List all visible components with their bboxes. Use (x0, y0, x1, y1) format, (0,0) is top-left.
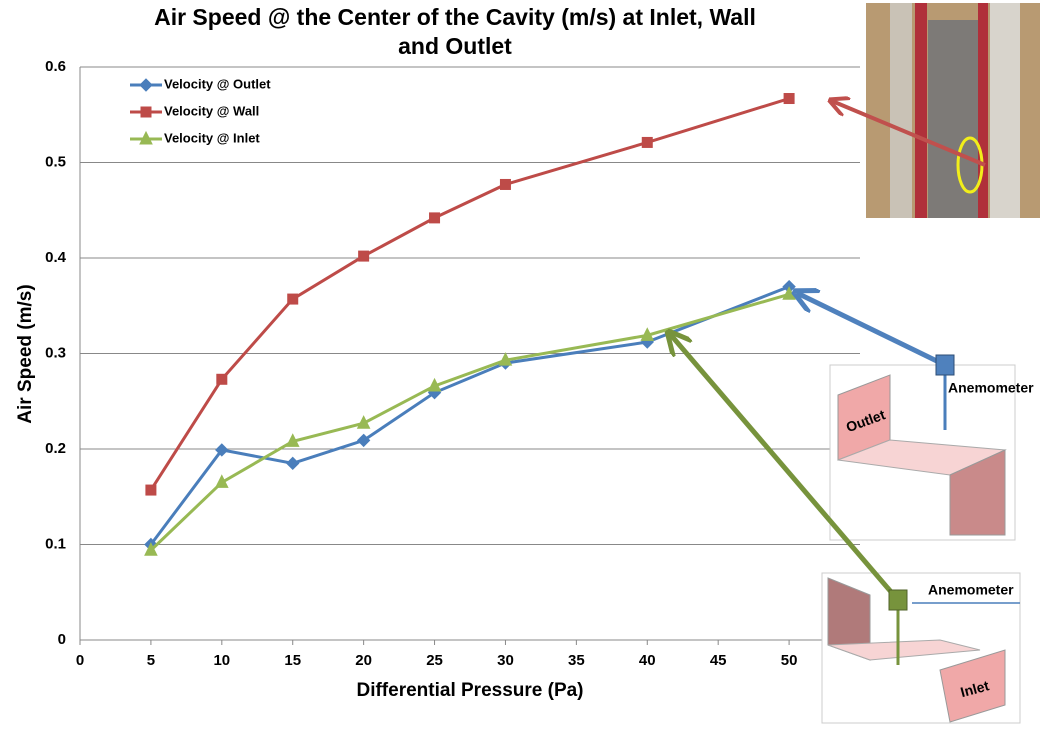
photo-frame (990, 3, 1020, 218)
photo-inset (866, 3, 1040, 218)
chart-title: Air Speed @ the Center of the Cavity (m/… (154, 4, 756, 30)
marker (783, 93, 795, 105)
marker (427, 377, 442, 392)
callout-arrow (832, 101, 986, 167)
y-axis-label: Air Speed (m/s) (15, 284, 36, 423)
sensor-icon (935, 354, 955, 376)
y-tick-label: 0.4 (45, 249, 67, 266)
marker (144, 542, 158, 556)
y-tick-label: 0.2 (45, 440, 66, 457)
x-tick-label: 0 (76, 652, 84, 669)
marker (358, 250, 370, 262)
y-tick-label: 0.1 (45, 535, 66, 552)
marker (286, 456, 300, 471)
diagram-label: Anemometer (928, 582, 1014, 598)
photo-strip (978, 3, 988, 218)
callout-arrow (670, 334, 900, 602)
marker (499, 178, 511, 190)
x-tick-label: 5 (147, 652, 155, 669)
diagram-floor (827, 639, 981, 661)
marker (216, 373, 228, 385)
photo-frame (890, 3, 912, 218)
x-tick-label: 50 (781, 652, 798, 669)
diagram-label: Inlet (959, 677, 991, 700)
x-tick-label: 10 (213, 652, 230, 669)
legend-marker (139, 78, 153, 92)
legend-label: Velocity @ Wall (164, 103, 259, 118)
y-tick-label: 0.6 (45, 58, 66, 75)
legend-marker (140, 106, 152, 118)
photo-strip (915, 3, 927, 218)
x-tick-label: 25 (426, 652, 443, 669)
diagram-wall (939, 649, 1006, 723)
marker (215, 474, 229, 488)
marker (429, 212, 441, 224)
series-line (149, 97, 790, 491)
outlet-diagram: Outlet (829, 364, 1016, 541)
marker (641, 136, 653, 148)
x-tick-label: 35 (568, 652, 585, 669)
marker (215, 443, 229, 457)
inlet-diagram: Inlet (821, 572, 1021, 724)
x-tick-label: 20 (355, 652, 372, 669)
x-tick-label: 40 (639, 652, 656, 669)
y-tick-label: 0.3 (45, 344, 66, 361)
marker (356, 415, 371, 429)
diagram-label: Anemometer (948, 380, 1034, 396)
legend-label: Velocity @ Inlet (164, 130, 260, 145)
marker (356, 433, 371, 448)
marker (145, 484, 157, 496)
legend-marker (139, 130, 153, 145)
chart-title: and Outlet (398, 33, 512, 59)
legend-label: Velocity @ Outlet (164, 76, 271, 91)
sensor-icon (888, 589, 908, 611)
x-axis-label: Differential Pressure (Pa) (356, 680, 583, 701)
marker (640, 327, 655, 341)
marker (285, 433, 300, 447)
x-tick-label: 30 (497, 652, 514, 669)
series-line (149, 292, 790, 552)
y-tick-label: 0.5 (45, 153, 66, 170)
callout-arrow (797, 293, 947, 368)
series-line (149, 285, 790, 546)
y-tick-label: 0 (58, 631, 66, 648)
marker (498, 352, 513, 366)
photo-mesh (928, 20, 978, 218)
x-tick-label: 45 (710, 652, 727, 669)
diagram-wall (949, 449, 1006, 536)
plot: 0 0.1 0.2 0.3 0.4 0.5 0.6 0 5 10 15 20 25 30 35 40 45 50 V… (45, 58, 860, 669)
marker (287, 293, 299, 305)
x-tick-label: 15 (284, 652, 301, 669)
